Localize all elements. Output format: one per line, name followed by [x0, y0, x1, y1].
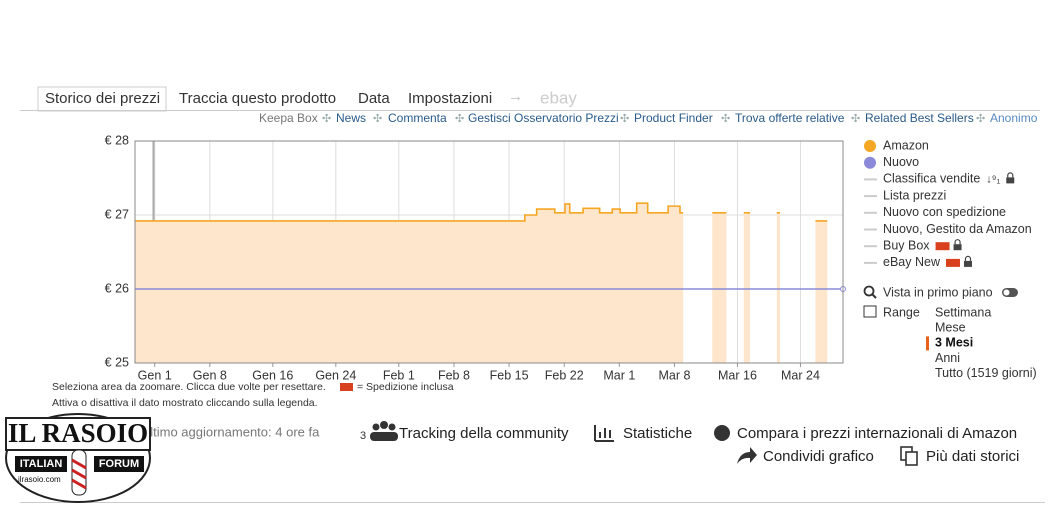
tab[interactable]: Data: [358, 90, 390, 107]
separator: ✣: [322, 113, 331, 125]
link[interactable]: News: [336, 111, 366, 125]
logo-text: ITALIAN: [20, 458, 63, 470]
x-tick-label: Feb 22: [545, 368, 584, 382]
range-option[interactable]: Anni: [935, 351, 960, 365]
tab[interactable]: Storico dei prezzi: [45, 90, 160, 107]
stats-icon: [594, 425, 614, 442]
people-icon: [370, 421, 398, 441]
link[interactable]: Trova offerte relative: [735, 111, 845, 125]
note: Seleziona area da zoomare. Clicca due vo…: [52, 381, 326, 393]
legend-label[interactable]: Lista prezzi: [883, 188, 946, 202]
legend-swatch: [864, 140, 876, 152]
x-tick-label: Gen 24: [315, 368, 356, 382]
lock-icon: [1006, 177, 1015, 184]
compare-link[interactable]: Compara i prezzi internazionali di Amazo…: [737, 425, 1017, 442]
link[interactable]: Anonimo: [990, 111, 1038, 125]
tab[interactable]: ebay: [540, 88, 577, 107]
tab-arrow: →: [508, 88, 523, 105]
toggle-knob: [1003, 289, 1010, 296]
link[interactable]: Product Finder: [634, 111, 713, 125]
community-link[interactable]: Tracking della community: [399, 425, 569, 442]
range-option[interactable]: Tutto (1519 giorni): [935, 366, 1037, 380]
legend-label[interactable]: Classifica vendite: [883, 172, 980, 186]
sort-icon: ↓⁹₁: [986, 173, 1000, 185]
link[interactable]: Keepa Box: [259, 111, 318, 125]
legend-label[interactable]: Nuovo: [883, 155, 919, 169]
tab[interactable]: Traccia questo prodotto: [179, 90, 336, 107]
plot: € 25 € 26 € 27 € 28 Gen 1 Gen 8 Gen 16 Gen 24 Fe…: [105, 133, 846, 382]
link[interactable]: Commenta: [388, 111, 447, 125]
y-tick-label: € 28: [105, 133, 129, 147]
legend-label[interactable]: eBay New: [883, 255, 941, 269]
legend-swatch: [864, 156, 876, 169]
x-tick-label: Feb 8: [438, 368, 470, 382]
separator: ✣: [976, 113, 985, 125]
legend-label[interactable]: Amazon: [883, 138, 929, 152]
legend: Amazon Nuovo Classifica vendite ↓⁹₁ Lista pr…: [864, 138, 1032, 269]
truck-icon: [340, 383, 353, 391]
y-tick-label: € 27: [105, 207, 129, 221]
calendar-icon: [863, 305, 877, 318]
stats-link[interactable]: Statistiche: [623, 425, 692, 442]
logo-text: FORUM: [99, 458, 139, 470]
copy-icon: [905, 451, 918, 466]
search-icon: [871, 293, 877, 299]
x-tick-label: Mar 16: [718, 368, 757, 382]
plot-border: [134, 140, 844, 364]
logo-title: IL RASOIO: [8, 418, 148, 448]
legend-label[interactable]: Buy Box: [883, 238, 930, 252]
separator: ✣: [620, 113, 629, 125]
x-tick-label: Mar 24: [781, 368, 820, 382]
logo-site: ilrasoio.com: [18, 475, 61, 484]
separator: ✣: [455, 113, 464, 125]
y-tick-label: € 25: [105, 355, 129, 369]
x-tick-label: Gen 16: [252, 368, 293, 382]
range-option[interactable]: Mese: [935, 320, 966, 334]
x-tick-label: Feb 1: [383, 368, 415, 382]
truck-icon: [945, 258, 960, 267]
y-tick-label: € 26: [105, 281, 129, 295]
separator: ✣: [721, 113, 730, 125]
separator: ✣: [851, 113, 860, 125]
tab[interactable]: Impostazioni: [408, 90, 492, 107]
series-area: [135, 203, 828, 363]
updated: ultimo aggiornamento: 4 ore fa: [143, 424, 320, 439]
note: = Spedizione inclusa: [357, 381, 454, 393]
active-tab-box: [37, 86, 167, 112]
globe-icon: [714, 425, 730, 441]
series-line: [135, 202, 828, 222]
lock-icon: [964, 255, 972, 261]
range-selected-bar: [926, 336, 929, 351]
link[interactable]: Gestisci Osservatorio Prezzi: [468, 111, 619, 125]
logo: IL RASOIO ITALIAN FORUM ilrasoio.com: [5, 413, 151, 503]
lock-icon: [953, 244, 962, 251]
range-label: Range: [883, 305, 920, 319]
separator: ✣: [373, 113, 382, 125]
community-count: 3: [360, 430, 366, 442]
lock-icon: [1007, 172, 1014, 178]
range-option[interactable]: 3 Mesi: [935, 336, 973, 350]
range-option[interactable]: Settimana: [935, 305, 991, 319]
lock-icon: [963, 260, 972, 267]
x-tick-label: Mar 8: [658, 368, 690, 382]
share-icon: [737, 447, 757, 464]
legend-label[interactable]: Nuovo con spedizione: [883, 205, 1006, 219]
link[interactable]: Related Best Sellers: [865, 111, 974, 125]
share-link[interactable]: Condividi grafico: [763, 448, 874, 465]
lock-icon: [954, 239, 961, 245]
history-link[interactable]: Più dati storici: [926, 448, 1019, 465]
truck-icon: [935, 242, 950, 251]
note: Attiva o disattiva il dato mostrato clic…: [52, 397, 318, 409]
x-tick-label: Feb 15: [490, 368, 529, 382]
x-tick-label: Mar 1: [603, 368, 635, 382]
view-toggle-label[interactable]: Vista in primo piano: [883, 285, 993, 299]
legend-label[interactable]: Nuovo, Gestito da Amazon: [883, 222, 1032, 236]
x-tick-label: Gen 1: [138, 368, 172, 382]
search-icon: [863, 285, 875, 297]
x-tick-label: Gen 8: [193, 368, 227, 382]
